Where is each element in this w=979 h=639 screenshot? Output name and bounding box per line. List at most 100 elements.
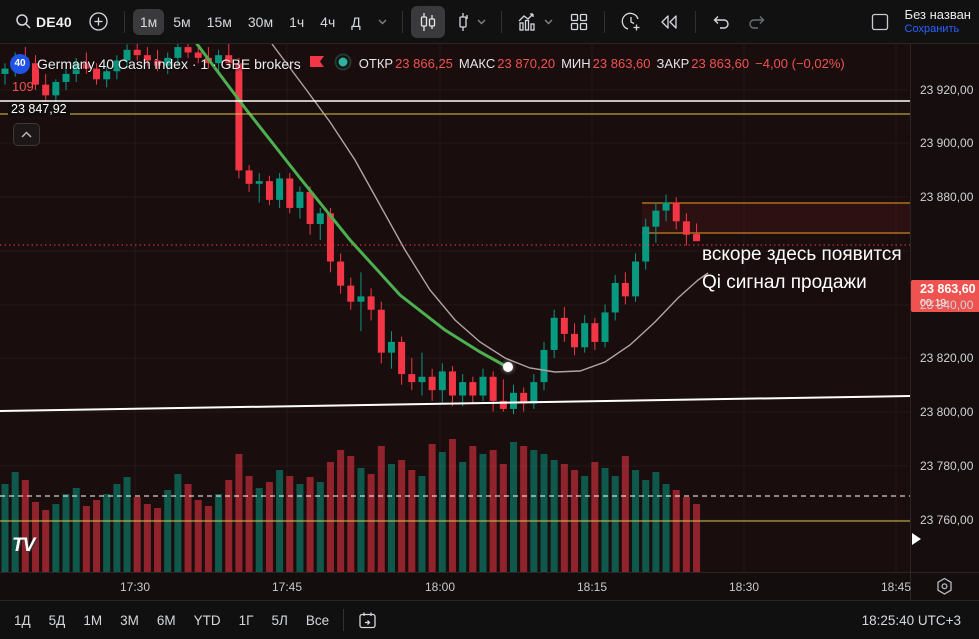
range-button-5Д[interactable]: 5Д	[48, 612, 66, 628]
hollow-candle-icon	[454, 11, 472, 33]
symbol-search-button[interactable]: DE40	[8, 8, 79, 35]
redo-button[interactable]	[740, 9, 774, 35]
range-button-1Д[interactable]: 1Д	[14, 612, 31, 628]
interval-dropdown-button[interactable]	[370, 14, 394, 30]
change-value: −4,00 (−0,02%)	[755, 56, 845, 71]
interval-button-5м[interactable]: 5м	[173, 13, 191, 30]
range-button-3М[interactable]: 3М	[120, 612, 139, 628]
interval-button-1ч[interactable]: 1ч	[289, 13, 305, 30]
toolbar-separator	[500, 10, 502, 33]
chevron-down-icon	[477, 19, 486, 25]
range-button-Все[interactable]: Все	[305, 612, 330, 628]
axis-settings-button[interactable]	[934, 576, 955, 602]
interval-button-Д[interactable]: Д	[351, 13, 361, 30]
toolbar-separator	[343, 609, 345, 631]
current-price-badge: 23 863,60 00:19	[911, 280, 979, 312]
ohlc-value: 23 863,60	[592, 56, 651, 71]
time-axis-label: 18:00	[424, 580, 456, 594]
range-button-1М[interactable]: 1М	[83, 612, 103, 628]
interval-group: 1м 5м 15м 30м 1ч 4ч Д	[132, 8, 368, 35]
ohlc-value: 23 866,25	[395, 56, 453, 71]
range-button-5Л[interactable]: 5Л	[271, 612, 288, 628]
undo-button[interactable]	[704, 9, 738, 35]
create-alert-button[interactable]	[613, 6, 649, 38]
ohlc-value: 23 870,20	[497, 56, 556, 71]
time-axis-label: 17:45	[271, 580, 303, 594]
range-button-6М[interactable]: 6М	[156, 612, 176, 628]
annotation-line-1: вскоре здесь появится	[702, 244, 902, 265]
go-to-date-button[interactable]	[350, 605, 385, 636]
price-axis-label: 23 920,00	[920, 83, 974, 97]
compare-add-button[interactable]	[81, 6, 116, 37]
price-axis-label: 23 800,00	[920, 405, 974, 419]
price-axis-label: 23 780,00	[920, 459, 974, 473]
top-toolbar: DE40 1м 5м 15м 30м 1ч 4ч Д	[0, 0, 979, 44]
legend-title[interactable]: Germany 40 Cash index · 1 · GBE brokers	[37, 55, 301, 72]
symbol-name: DE40	[36, 13, 72, 30]
ma-end-dot	[503, 362, 513, 372]
search-icon	[15, 13, 32, 30]
layout-grid-button[interactable]	[562, 7, 596, 37]
price-chart[interactable]	[0, 44, 910, 572]
grid-layout-icon	[569, 12, 589, 32]
axis-arrow-marker	[912, 533, 921, 545]
interval-button-30м[interactable]: 30м	[247, 13, 274, 30]
range-button-1Г[interactable]: 1Г	[238, 612, 254, 628]
bar-replay-button[interactable]	[651, 8, 687, 36]
range-button-YTD[interactable]: YTD	[193, 612, 221, 628]
price-axis-label: 23 840,00	[920, 298, 974, 312]
chart-text-annotation[interactable]: вскоре здесь появится Qi сигнал продажи	[702, 241, 902, 296]
layout-square-icon	[870, 12, 890, 32]
time-axis-label: 17:30	[119, 580, 151, 594]
current-price: 23 863,60	[920, 282, 976, 296]
ohlc-label: ЗАКР	[656, 56, 690, 71]
layout-title-block[interactable]: Без назван Сохранить	[904, 6, 971, 36]
redo-icon	[747, 14, 767, 30]
alert-clock-plus-icon	[620, 11, 642, 33]
time-axis-label: 18:45	[880, 580, 912, 594]
indicator-value[interactable]: 109	[12, 79, 34, 94]
chart-style-candles-button[interactable]	[410, 5, 445, 38]
symbol-logo: 40	[10, 53, 30, 74]
interval-button-15м[interactable]: 15м	[206, 13, 232, 30]
plus-circle-icon	[88, 11, 109, 32]
range-selector-group: 1Д 5Д 1М 3М 6М YTD 1Г 5Л Все	[6, 609, 337, 632]
indicators-button[interactable]	[510, 7, 560, 37]
price-axis-label: 23 820,00	[920, 351, 974, 365]
annotation-line-2: Qi сигнал продажи	[702, 271, 867, 293]
axis-corner-separator	[910, 573, 911, 601]
interval-button-4ч[interactable]: 4ч	[320, 13, 336, 30]
price-axis-label: 23 760,00	[920, 513, 974, 527]
save-link[interactable]: Сохранить	[904, 22, 960, 35]
ohlc-value: 23 863,60	[691, 56, 750, 71]
price-axis[interactable]: 23 863,60 00:19 23 920,00 23 900,00 23 880…	[910, 44, 979, 572]
ohlc-label: МАКС	[458, 56, 496, 71]
toolbar-separator	[401, 10, 403, 33]
price-axis-label: 23 900,00	[920, 136, 974, 150]
status-dot-icon[interactable]	[334, 53, 352, 74]
time-axis-label: 18:30	[728, 580, 760, 594]
toolbar-separator	[123, 10, 125, 33]
tradingview-logo[interactable]: TV	[12, 535, 35, 556]
calendar-go-to-icon	[357, 610, 378, 631]
clock-utc[interactable]: 18:25:40 UTC+3	[861, 612, 961, 628]
candles-icon	[418, 11, 438, 33]
chart-type-selector-button[interactable]	[447, 6, 493, 38]
price-level-label[interactable]: 23 847,92	[8, 102, 70, 116]
bottom-toolbar: 1Д 5Д 1М 3М 6М YTD 1Г 5Л Все 18:25:40 UTC+3	[0, 600, 979, 639]
layout-thumbnail-button[interactable]	[863, 7, 897, 37]
flag-icon[interactable]	[308, 54, 327, 74]
toolbar-separator	[694, 10, 696, 33]
chevron-down-icon	[378, 19, 387, 25]
collapse-legend-button[interactable]	[13, 123, 40, 146]
layout-title: Без назван	[904, 6, 971, 22]
toolbar-separator	[603, 10, 605, 33]
replay-icon	[658, 13, 680, 31]
ohlc-label: ОТКР	[358, 56, 394, 71]
time-axis[interactable]: 17:30 17:45 18:00 18:15 18:30 18:45	[0, 572, 979, 602]
time-axis-label: 18:15	[576, 580, 608, 594]
interval-button-1м[interactable]: 1м	[132, 8, 165, 35]
chart-legend: 40 Germany 40 Cash index · 1 · GBE broke…	[10, 53, 845, 74]
gear-icon	[934, 577, 955, 601]
